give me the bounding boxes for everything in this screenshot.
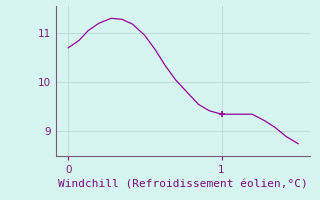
X-axis label: Windchill (Refroidissement éolien,°C): Windchill (Refroidissement éolien,°C) <box>58 179 308 189</box>
